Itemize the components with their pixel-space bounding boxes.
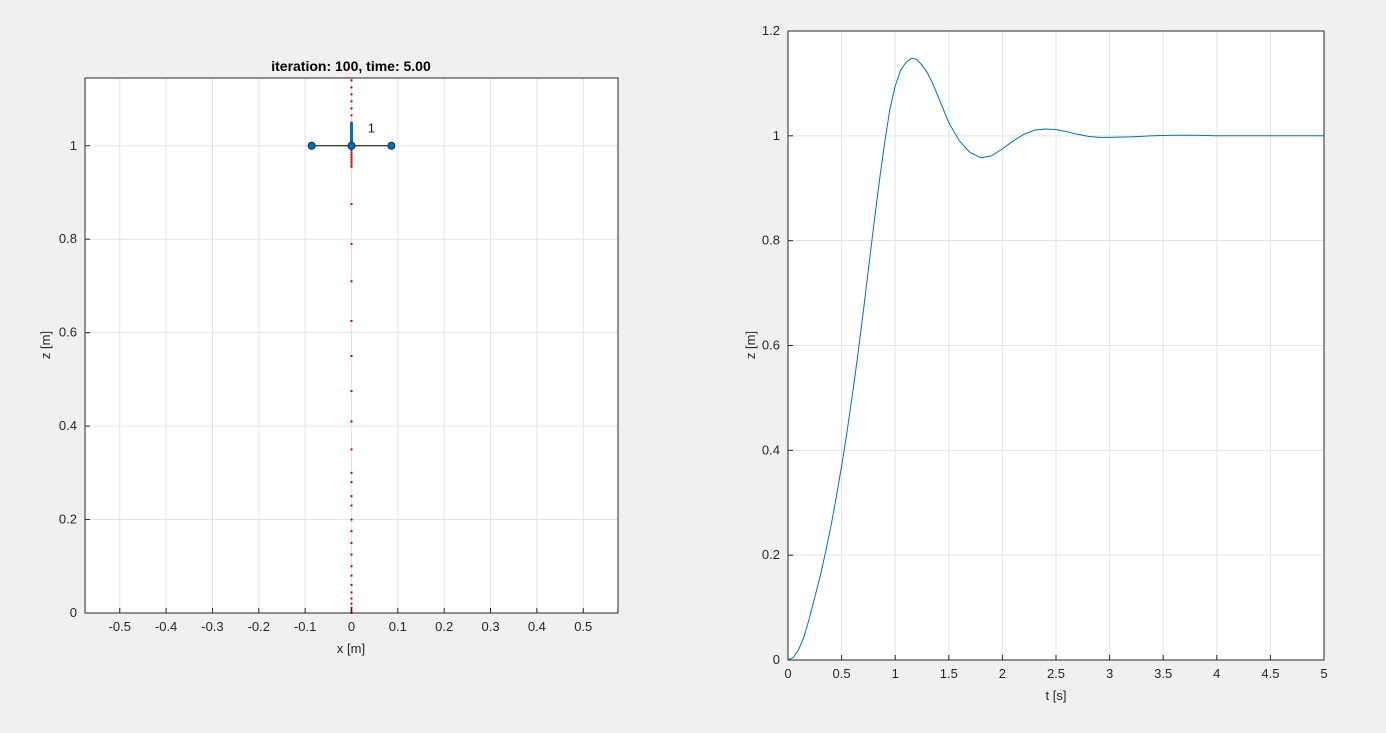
x-tick-label: 0.2: [435, 619, 453, 634]
trail-point: [350, 471, 353, 474]
x-tick-label: 0.3: [482, 619, 500, 634]
trail-point: [350, 149, 353, 152]
x-tick-label: 0: [784, 666, 791, 681]
trail-point: [350, 158, 353, 161]
trail-point: [350, 151, 353, 154]
trail-point: [350, 114, 353, 117]
altitude-plot: 0 0.5 1 1.5 2 2.5 3 3.5 4 4.5 5 00.20.40.60.811.2 …: [743, 23, 1328, 703]
trail-point: [350, 597, 353, 600]
x-tick-label: 1: [892, 666, 899, 681]
x-tick-label: 3: [1106, 666, 1113, 681]
altitude-axes-frame: [787, 30, 1325, 661]
trail-point: [350, 530, 353, 533]
trail-point: [350, 583, 353, 586]
y-tick-label: 0: [70, 605, 77, 620]
trail-point: [350, 154, 353, 157]
x-tick-label: -0.2: [248, 619, 270, 634]
x-tick-label: 3.5: [1154, 666, 1172, 681]
drone-node: [347, 141, 356, 150]
trajectory-title: iteration: 100, time: 5.00: [271, 58, 431, 74]
trail-point: [350, 79, 353, 82]
trajectory-plot: 1 -0.5 -0.4 -0.3 -0.2 -0.1 0 0.1 0.2 0.3 0.4 0.5 0…: [38, 58, 619, 656]
x-tick-label: 0.5: [833, 666, 851, 681]
x-tick-label: 0: [348, 619, 355, 634]
trail-point: [350, 93, 353, 96]
drone-node: [307, 141, 316, 150]
trail-point: [350, 355, 353, 358]
trail-point: [350, 156, 353, 159]
trail-point: [350, 280, 353, 283]
x-tick-label: 4.5: [1261, 666, 1279, 681]
drone-body: 1: [307, 121, 396, 150]
x-tick-label: 0.5: [574, 619, 592, 634]
altitude-x-label: t [s]: [1046, 688, 1067, 703]
drone-node: [387, 141, 396, 150]
trail-point: [350, 100, 353, 103]
drone-label: 1: [368, 121, 375, 136]
altitude-x-tick-labels: 0 0.5 1 1.5 2 2.5 3 3.5 4 4.5 5: [784, 666, 1327, 681]
x-tick-label: 0.4: [528, 619, 546, 634]
trail-point: [350, 165, 353, 168]
y-tick-label: 0.2: [762, 547, 780, 562]
y-tick-label: 0.6: [762, 338, 780, 353]
trail-point: [350, 163, 353, 166]
trajectory-y-tick-labels: 0 0.2 0.4 0.6 0.8 1: [59, 138, 77, 620]
y-tick-label: 0.8: [59, 231, 77, 246]
y-tick-label: 0.4: [762, 442, 780, 457]
trail-point: [350, 504, 353, 507]
trajectory-grid: [85, 78, 618, 614]
trail-point: [350, 591, 353, 594]
x-tick-label: -0.4: [155, 619, 177, 634]
altitude-y-label: z [m]: [743, 331, 758, 359]
trail-point: [350, 203, 353, 206]
trail-point: [350, 107, 353, 110]
trail-point: [350, 565, 353, 568]
axes-border: [84, 77, 619, 614]
trail-point: [350, 448, 353, 451]
trail-point: [350, 518, 353, 521]
trail-point: [350, 390, 353, 393]
y-tick-label: 1: [70, 138, 77, 153]
trajectory-x-label: x [m]: [337, 641, 365, 656]
y-tick-label: 0.2: [59, 512, 77, 527]
axes-border: [787, 30, 1325, 661]
x-tick-label: 2: [999, 666, 1006, 681]
trail-point: [350, 420, 353, 423]
y-tick-label: 0.4: [59, 418, 77, 433]
y-tick-label: 0.6: [59, 325, 77, 340]
y-tick-label: 0: [773, 652, 780, 667]
trail-point: [350, 242, 353, 245]
trail-point: [350, 161, 353, 164]
trail-point: [350, 541, 353, 544]
trail-point: [350, 495, 353, 498]
x-tick-label: 0.1: [389, 619, 407, 634]
trail-point: [350, 602, 353, 605]
trajectory-y-label: z [m]: [38, 331, 53, 359]
x-tick-label: -0.5: [109, 619, 131, 634]
trail-point: [350, 86, 353, 89]
trail-point: [350, 481, 353, 484]
x-tick-label: 1.5: [940, 666, 958, 681]
trail-point: [350, 319, 353, 322]
altitude-y-tick-labels: 0 0.2 0.4 0.6 0.8 1 1.2: [762, 23, 780, 667]
trajectory-x-tick-labels: -0.5 -0.4 -0.3 -0.2 -0.1 0 0.1 0.2 0.3 0.4 0.5: [109, 619, 593, 634]
trail-point: [350, 553, 353, 556]
y-tick-label: 1.2: [762, 23, 780, 38]
altitude-series-line: [787, 57, 1324, 661]
x-tick-label: 4: [1213, 666, 1220, 681]
x-tick-label: 5: [1320, 666, 1327, 681]
x-tick-label: -0.1: [294, 619, 316, 634]
y-tick-label: 1: [773, 128, 780, 143]
trail-point: [350, 574, 353, 577]
x-tick-label: 2.5: [1047, 666, 1065, 681]
trail-point: [350, 606, 353, 609]
x-tick-label: -0.3: [201, 619, 223, 634]
y-tick-label: 0.8: [762, 233, 780, 248]
trajectory-axes-frame: [84, 77, 619, 614]
